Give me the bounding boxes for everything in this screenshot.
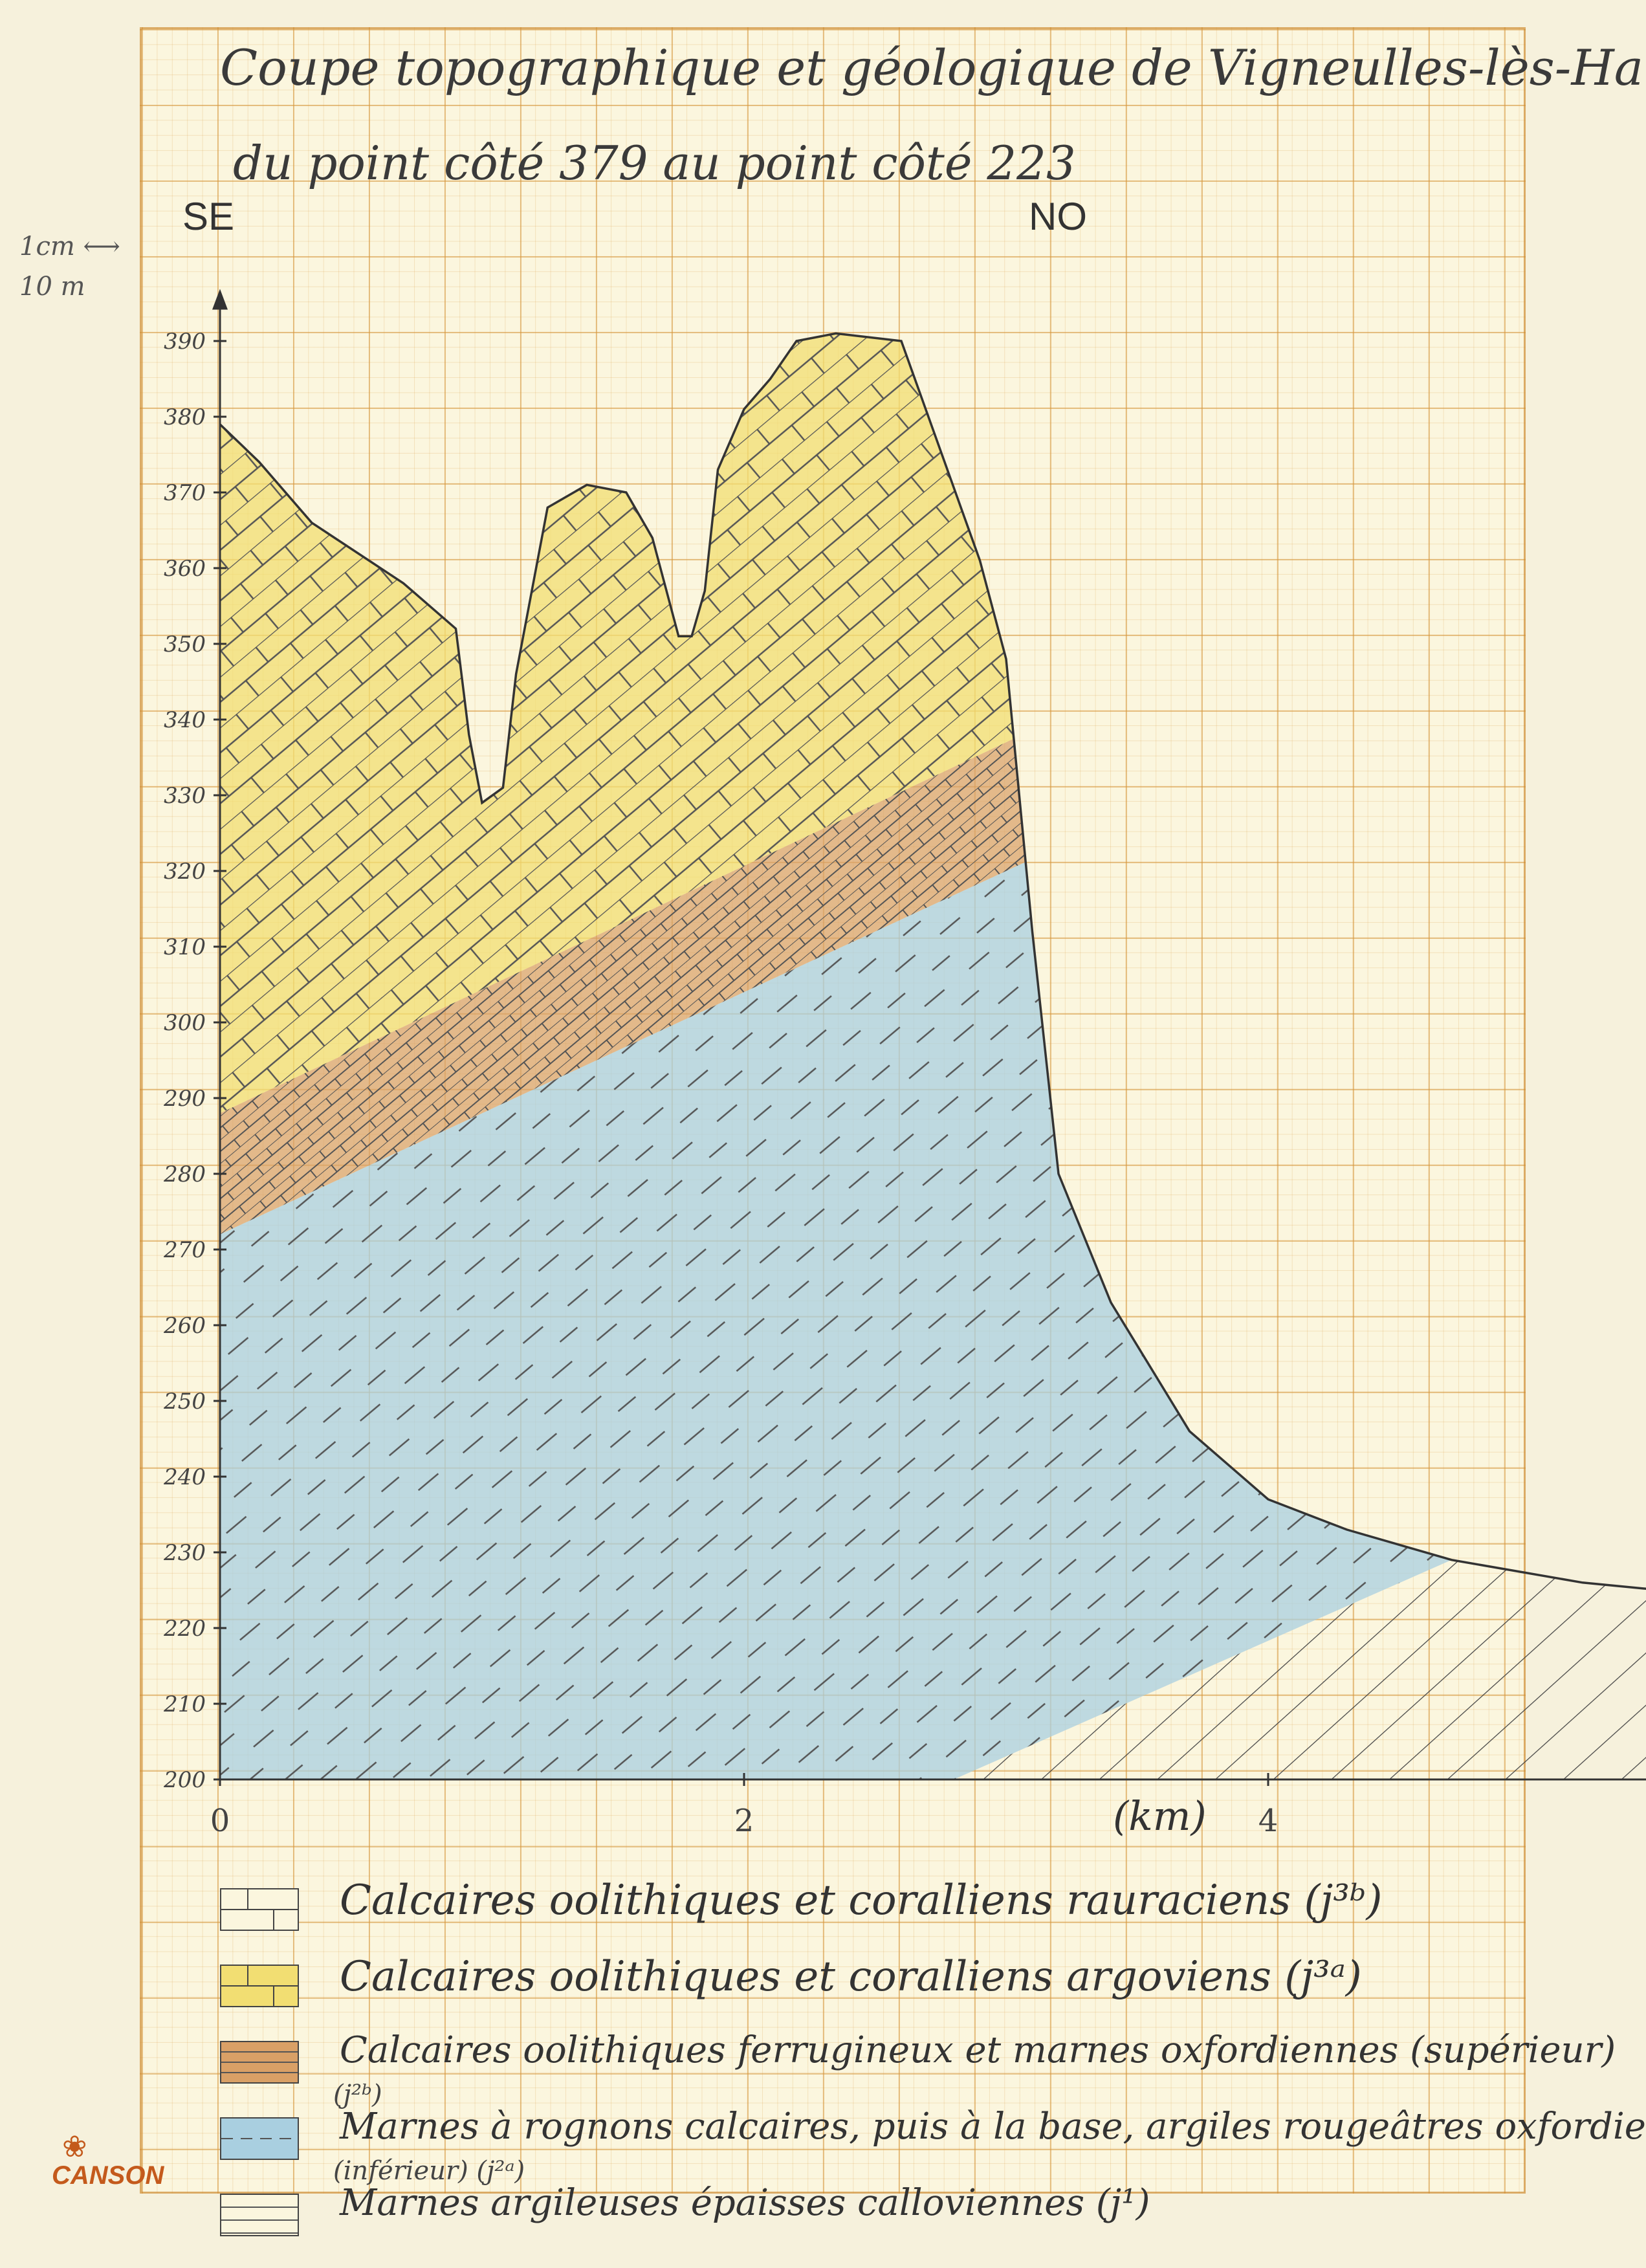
legend-item: Calcaires oolithiques et coralliens argo… [220, 1953, 1579, 2031]
y-tick-label: 200 [163, 1767, 206, 1793]
topographic-profile-line [219, 332, 1646, 1590]
y-tick-label: 300 [164, 1010, 206, 1036]
legend-sublabel: (inférieur) (j²ᵃ) [333, 2156, 525, 2186]
y-tick-label: 220 [163, 1616, 206, 1642]
y-tick-label: 260 [163, 1313, 206, 1339]
y-tick-label: 210 [163, 1691, 206, 1717]
y-tick-label: 330 [164, 783, 206, 809]
legend-label: Marnes argileuses épaisses calloviennes … [340, 2182, 1150, 2224]
legend-item: Marnes à rognons calcaires, puis à la ba… [220, 2106, 1646, 2186]
legend-item: Marnes argileuses épaisses calloviennes … [220, 2182, 1579, 2260]
legend-sublabel: (j²ᵇ) [333, 2080, 382, 2109]
title-line-2: du point côté 379 au point côté 223 [233, 136, 1076, 190]
y-tick-label: 230 [163, 1540, 206, 1566]
legend-label: Marnes à rognons calcaires, puis à la ba… [340, 2106, 1646, 2148]
y-tick-label: 240 [163, 1464, 206, 1490]
y-tick-label: 380 [164, 404, 206, 430]
x-tick-label: 4 [1258, 1803, 1278, 1839]
y-ticks: 200 210 220 230 240 250 260 270 280 290 300 310 320 3… [163, 329, 226, 1793]
y-tick-label: 360 [164, 556, 206, 582]
y-tick-label: 350 [164, 632, 206, 657]
legend-swatch [220, 2194, 299, 2236]
legend-swatch [220, 1965, 299, 2007]
y-tick-label: 270 [163, 1237, 206, 1263]
legend-swatch [220, 2041, 299, 2084]
y-tick-label: 250 [163, 1389, 206, 1415]
orientation-no: NO [1029, 195, 1087, 238]
x-tick-label: 2 [734, 1803, 754, 1839]
x-axis-unit: (km) [1113, 1792, 1207, 1840]
x-tick-label: 0 [210, 1803, 230, 1839]
title-line-1: Coupe topographique et géologique de Vig… [220, 39, 1646, 96]
y-tick-label: 290 [163, 1086, 206, 1112]
y-axis-arrow [212, 289, 228, 310]
legend-label: Calcaires oolithiques ferrugineux et mar… [340, 2029, 1616, 2071]
legend-label: Calcaires oolithiques et coralliens argo… [340, 1953, 1362, 2001]
x-ticks: 0246 [210, 1773, 1278, 1839]
y-tick-label: 310 [164, 934, 206, 960]
scale-note-line-2: 10 m [19, 272, 85, 302]
legend-swatch [220, 1888, 299, 1931]
canson-brand: CANSON [52, 2161, 164, 2190]
legend-item: Calcaires oolithiques ferrugineux et mar… [220, 2029, 1616, 2109]
y-tick-label: 390 [164, 329, 206, 355]
canson-logo-icon: ❀ [62, 2129, 87, 2164]
scale-note: 1cm ⟷ 10 m [19, 226, 120, 307]
scale-note-line-1: 1cm ⟷ [19, 232, 120, 261]
y-tick-label: 370 [164, 480, 206, 506]
legend-item: Calcaires oolithiques et coralliens raur… [220, 1877, 1579, 1954]
y-tick-label: 320 [164, 859, 206, 885]
orientation-se: SE [182, 195, 235, 238]
legend-swatch [220, 2117, 299, 2160]
y-tick-label: 340 [164, 707, 206, 733]
y-tick-label: 280 [163, 1162, 206, 1187]
legend-label: Calcaires oolithiques et coralliens raur… [340, 1877, 1383, 1924]
